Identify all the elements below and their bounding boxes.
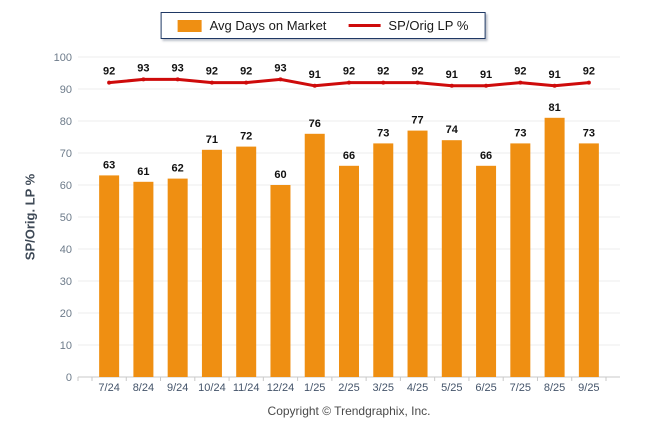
line-point-marker xyxy=(552,83,557,88)
y-tick-label: 40 xyxy=(60,244,72,256)
x-tick-label: 6/25 xyxy=(475,382,496,394)
bar-avg-days xyxy=(304,133,325,377)
bar-avg-days xyxy=(99,175,120,377)
line-point-marker xyxy=(518,80,523,85)
bar-value-label: 66 xyxy=(343,150,355,162)
x-tick-label: 7/24 xyxy=(98,382,119,394)
y-tick-label: 80 xyxy=(60,116,72,128)
y-tick-label: 10 xyxy=(60,340,72,352)
bar-value-label: 73 xyxy=(377,127,389,139)
y-tick-label: 70 xyxy=(60,148,72,160)
bar-avg-days xyxy=(339,165,359,377)
line-value-label: 92 xyxy=(583,66,595,78)
line-point-marker xyxy=(175,77,180,82)
y-tick-label: 20 xyxy=(60,308,72,320)
x-tick-label: 10/24 xyxy=(198,382,226,394)
x-tick-label: 4/25 xyxy=(407,382,428,394)
y-tick-label: 30 xyxy=(60,276,72,288)
line-point-marker xyxy=(484,83,489,88)
bar-value-label: 73 xyxy=(583,127,595,139)
y-tick-label: 50 xyxy=(60,212,72,224)
bar-value-label: 62 xyxy=(172,163,184,175)
line-series-label: SP/Orig LP % xyxy=(388,18,469,33)
line-value-label: 91 xyxy=(548,69,560,81)
bar-value-label: 77 xyxy=(411,115,423,127)
line-point-marker xyxy=(278,77,283,82)
bar-value-label: 81 xyxy=(548,102,560,114)
line-value-label: 92 xyxy=(514,66,526,78)
x-tick-label: 7/25 xyxy=(510,382,531,394)
line-value-label: 91 xyxy=(480,69,492,81)
line-point-marker xyxy=(347,80,351,85)
y-tick-label: 100 xyxy=(54,52,72,64)
copyright-text: Copyright © Trendgraphix, Inc. xyxy=(267,404,431,418)
line-point-marker xyxy=(415,80,420,85)
y-tick-label: 90 xyxy=(60,84,72,96)
line-point-marker xyxy=(209,80,214,85)
line-value-label: 91 xyxy=(309,69,321,81)
line-point-marker xyxy=(107,80,112,85)
y-tick-label: 60 xyxy=(60,180,72,192)
y-tick-label: 0 xyxy=(66,372,72,384)
bar-series-swatch-icon xyxy=(177,19,202,32)
bar-value-label: 71 xyxy=(206,134,218,146)
bar-avg-days xyxy=(201,149,222,377)
bar-avg-days xyxy=(373,143,394,377)
line-value-label: 92 xyxy=(343,66,355,78)
line-value-label: 91 xyxy=(446,69,458,81)
line-value-label: 92 xyxy=(377,66,389,78)
bar-avg-days xyxy=(270,185,291,377)
line-value-label: 92 xyxy=(240,66,252,78)
bar-avg-days xyxy=(510,143,531,377)
bar-value-label: 66 xyxy=(480,150,492,162)
bar-avg-days xyxy=(167,178,188,377)
bar-value-label: 63 xyxy=(103,159,115,171)
bar-value-label: 61 xyxy=(137,166,149,178)
x-tick-label: 9/25 xyxy=(578,382,599,394)
line-value-label: 93 xyxy=(137,62,149,74)
bar-avg-days xyxy=(407,130,428,377)
x-tick-label: 2/25 xyxy=(338,382,359,394)
line-point-marker xyxy=(244,80,249,85)
line-point-marker xyxy=(141,77,146,82)
bar-avg-days xyxy=(441,140,462,377)
x-tick-label: 1/25 xyxy=(304,382,325,394)
line-point-marker xyxy=(449,83,454,88)
line-value-label: 92 xyxy=(103,66,115,78)
line-point-marker xyxy=(312,83,317,88)
legend: Avg Days on Market SP/Orig LP % xyxy=(160,12,486,39)
x-tick-label: 9/24 xyxy=(167,382,188,394)
bar-avg-days xyxy=(578,143,599,377)
x-tick-label: 5/25 xyxy=(441,382,462,394)
bar-avg-days xyxy=(544,117,565,378)
line-point-marker xyxy=(381,80,386,85)
line-series-swatch-icon xyxy=(348,24,381,27)
line-value-label: 92 xyxy=(206,66,218,78)
bar-value-label: 60 xyxy=(274,169,286,181)
x-tick-label: 3/25 xyxy=(373,382,394,394)
line-point-marker xyxy=(586,80,591,85)
x-tick-label: 8/25 xyxy=(544,382,565,394)
x-tick-label: 11/24 xyxy=(233,382,260,394)
bar-value-label: 73 xyxy=(514,127,526,139)
line-value-label: 92 xyxy=(411,66,423,78)
bar-avg-days xyxy=(133,181,154,377)
bar-value-label: 76 xyxy=(309,118,321,130)
line-value-label: 93 xyxy=(274,62,286,74)
bar-value-label: 72 xyxy=(240,131,252,143)
bar-value-label: 74 xyxy=(446,124,459,136)
bar-avg-days xyxy=(236,146,257,377)
x-tick-label: 12/24 xyxy=(267,382,295,394)
bar-series-label: Avg Days on Market xyxy=(209,18,327,33)
line-value-label: 93 xyxy=(172,62,184,74)
bar-avg-days xyxy=(476,165,497,377)
x-tick-label: 8/24 xyxy=(133,382,154,394)
